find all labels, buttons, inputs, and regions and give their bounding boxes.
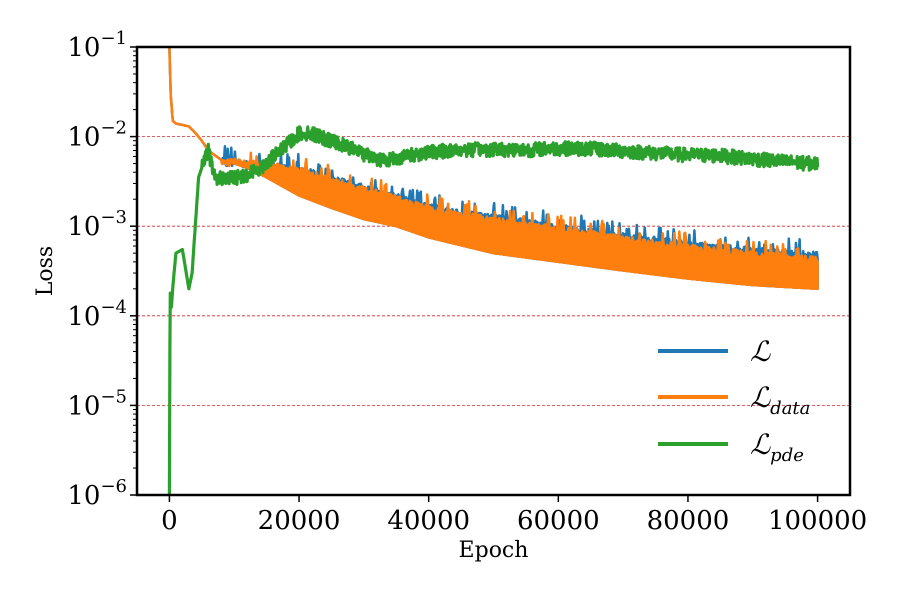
legend-label: ℒpde xyxy=(750,428,804,466)
y-tick-label: 10−4 xyxy=(67,297,127,332)
x-tick-label: 100000 xyxy=(768,506,867,536)
y-tick-label: 10−6 xyxy=(67,476,127,511)
x-axis-ticks: 0 20000 40000 60000 80000 100000 xyxy=(161,495,867,536)
y-axis-label: Loss xyxy=(33,246,58,296)
x-tick-label: 40000 xyxy=(387,506,470,536)
legend-item-l: ℒ xyxy=(658,335,771,368)
legend-label: ℒdata xyxy=(750,381,810,419)
legend-item-l-pde: ℒpde xyxy=(658,428,804,466)
x-tick-label: 60000 xyxy=(517,506,600,536)
y-tick-label: 10−3 xyxy=(67,207,127,242)
y-axis-ticks: 10−6 10−5 10−4 10−3 10−2 10−1 xyxy=(67,28,137,511)
series-l-pde-line xyxy=(167,125,820,495)
legend-label: ℒ xyxy=(750,335,771,368)
legend: ℒ ℒdata ℒpde xyxy=(658,335,810,466)
y-tick-label: 10−2 xyxy=(67,118,127,153)
plot-frame xyxy=(135,45,852,497)
series-l-data-band xyxy=(168,47,819,291)
y-tick-label: 10−1 xyxy=(67,28,127,63)
x-tick-label: 0 xyxy=(161,506,178,536)
x-tick-label: 20000 xyxy=(258,506,341,536)
x-tick-label: 80000 xyxy=(647,506,730,536)
x-axis-label: Epoch xyxy=(459,538,529,563)
y-tick-label: 10−5 xyxy=(67,386,127,421)
series-layer xyxy=(167,47,820,495)
legend-item-l-data: ℒdata xyxy=(658,381,810,419)
